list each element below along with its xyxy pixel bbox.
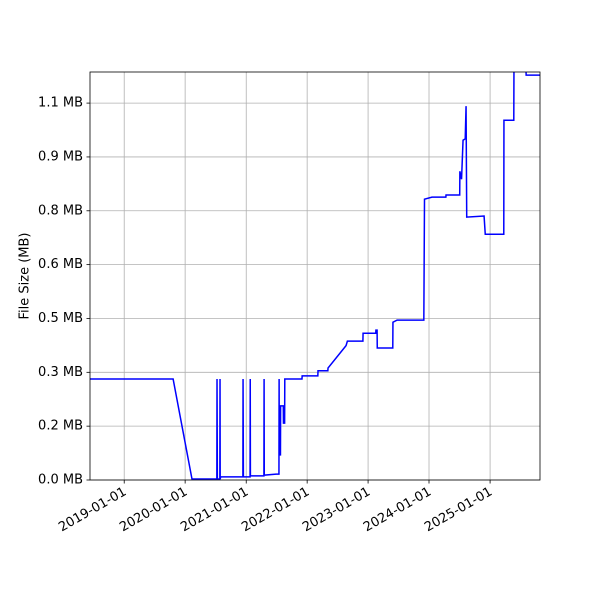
ticks: 0.0 MB 0.2 MB 0.3 MB 0.5 MB 0.6 MB 0.8 MB 0.9 … [38,96,495,536]
x-tick-label: 2019-01-01 [56,484,129,535]
x-tick-label: 2022-01-01 [239,484,312,535]
y-tick-label: 0.5 MB [38,311,83,326]
x-tick-label: 2025-01-01 [422,484,495,535]
x-tick-label: 2020-01-01 [117,484,190,535]
x-tick-label: 2024-01-01 [361,484,434,535]
y-tick-label: 0.0 MB [38,473,83,488]
y-tick-label: 0.8 MB [38,203,83,218]
y-tick-label: 1.1 MB [38,96,83,111]
axes-frame [89,71,541,481]
y-tick-label: 0.3 MB [38,365,83,380]
x-tick-label: 2021-01-01 [178,484,251,535]
x-tick-label: 2023-01-01 [300,484,373,535]
grid [90,72,540,481]
y-axis-label: File Size (MB) [18,233,33,320]
plot-area [90,72,540,480]
data-line [90,72,540,480]
y-tick-label: 0.9 MB [38,149,83,164]
y-tick-label: 0.2 MB [38,419,83,434]
y-tick-label: 0.6 MB [38,257,83,272]
